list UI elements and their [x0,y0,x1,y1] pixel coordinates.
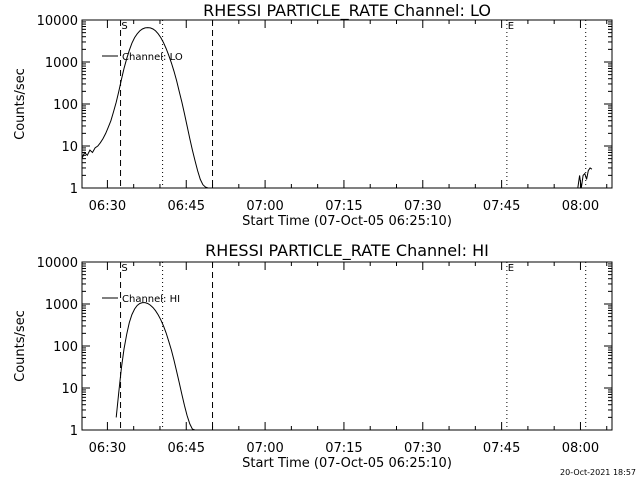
x-tick-label: 07:15 [325,441,362,456]
y-tick-label: 10000 [37,14,78,29]
plot-frame [81,19,613,189]
y-axis-label: Counts/sec [13,68,28,140]
x-tick-label: 07:30 [404,199,441,214]
chart-title: RHESSI PARTICLE_RATE Channel: HI [205,241,489,261]
x-tick-label: 06:30 [89,199,126,214]
x-tick-label: 06:45 [168,199,205,214]
series-line-1-segment-1 [81,27,209,189]
y-tick-label: 1 [70,182,78,197]
x-tick-label: 07:00 [246,441,283,456]
x-tick-label: 08:00 [562,441,599,456]
event-marker-label: S [121,263,127,274]
y-tick-label: 1000 [45,298,78,313]
y-tick-label: 10 [61,140,78,155]
x-tick-label: 07:00 [246,199,283,214]
x-tick-label: 07:45 [483,441,520,456]
series-line-1-segment-1 [115,302,206,431]
event-marker-label: S [121,21,127,32]
plot-frame [81,261,613,431]
x-tick-label: 06:30 [89,441,126,456]
y-tick-label: 100 [53,340,78,355]
x-tick-label: 07:15 [325,199,362,214]
x-tick-label: 07:30 [404,441,441,456]
chart-panel-2: RHESSI PARTICLE_RATE Channel: HI 06:30 06:… [13,241,613,471]
y-tick-label: 100 [53,98,78,113]
y-tick-label: 1000 [45,56,78,71]
x-tick-label: 07:45 [483,199,520,214]
chart-title: RHESSI PARTICLE_RATE Channel: LO [203,1,491,21]
x-axis-label: Start Time (07-Oct-05 06:25:10) [242,214,452,229]
x-axis-label: Start Time (07-Oct-05 06:25:10) [242,456,452,471]
y-tick-label: 1 [70,424,78,439]
x-tick-label: 06:45 [168,441,205,456]
series-line-1-segment-2 [577,167,593,189]
y-axis-label: Counts/sec [13,310,28,382]
x-tick-label: 08:00 [562,199,599,214]
event-marker-label: E [508,263,514,274]
y-tick-label: 10000 [37,256,78,271]
legend-label: Channel: LO [122,52,183,63]
legend-label: Channel: HI [122,294,180,305]
y-tick-label: 10 [61,382,78,397]
event-marker-label: E [508,21,514,32]
chart-panel-1: RHESSI PARTICLE_RATE Channel: LO 06:30 06:… [13,1,613,229]
